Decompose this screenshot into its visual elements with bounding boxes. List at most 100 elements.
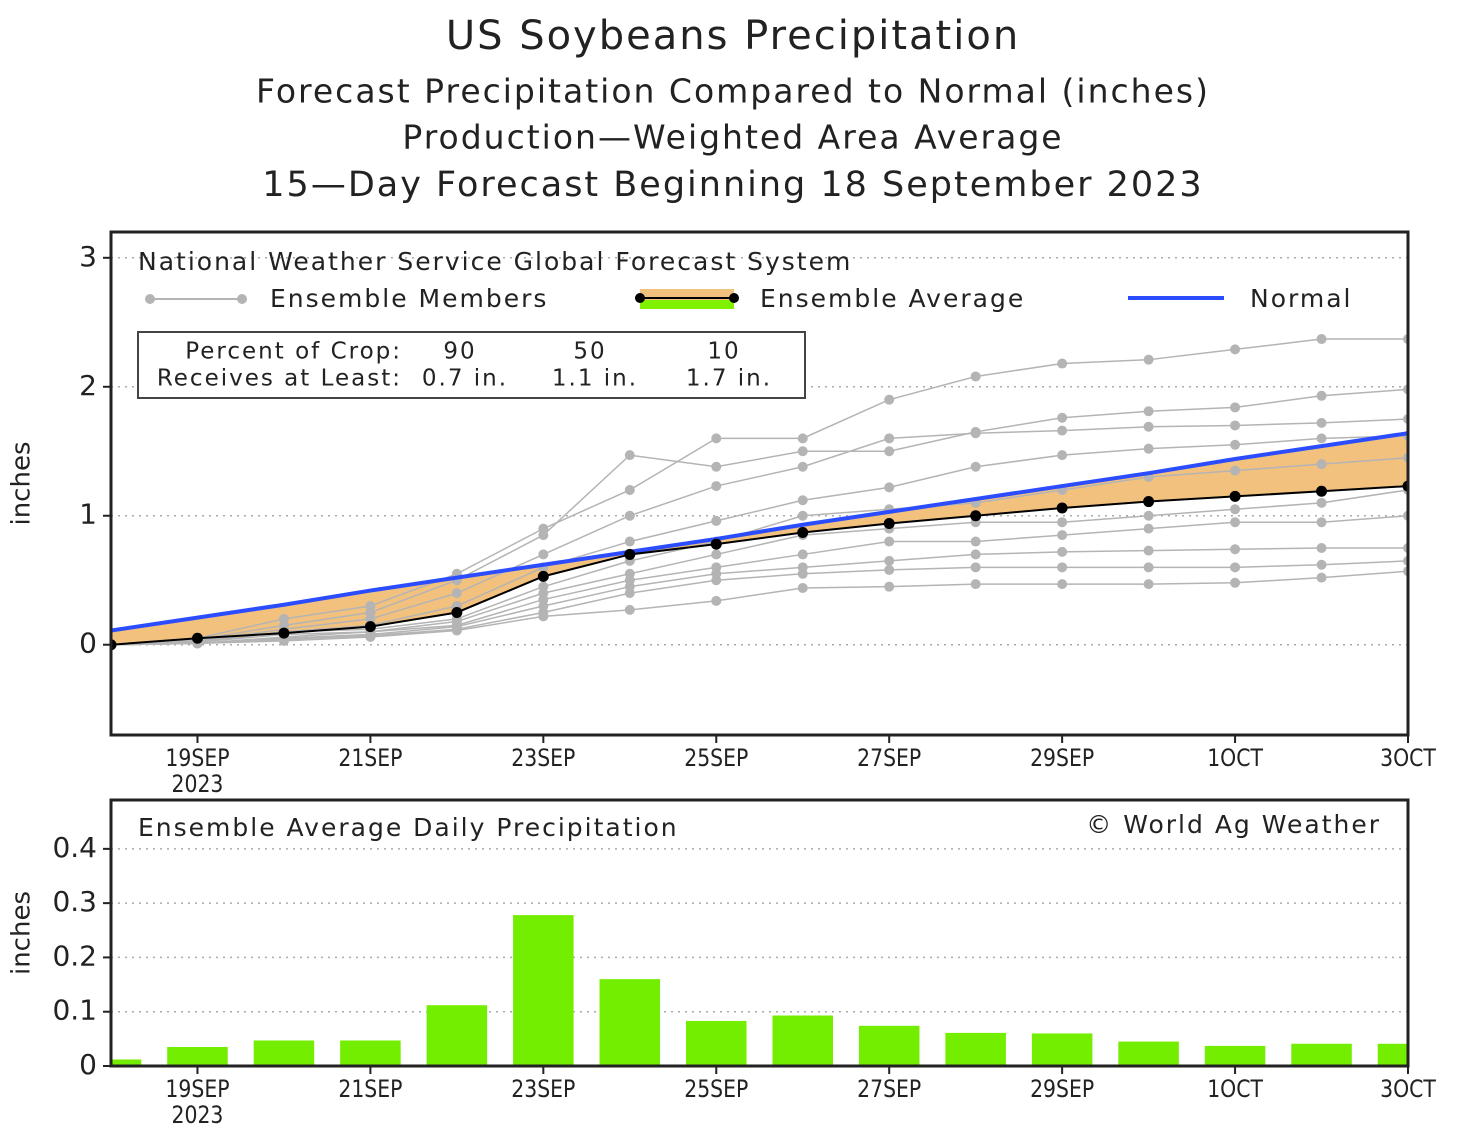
- average-point: [1229, 490, 1241, 502]
- member-point: [797, 446, 808, 457]
- member-line: [111, 418, 1408, 646]
- member-point: [1230, 420, 1241, 431]
- member-point: [797, 461, 808, 472]
- member-point: [711, 549, 722, 560]
- average-point: [710, 538, 722, 550]
- bar: [1204, 1045, 1266, 1066]
- member-point: [1057, 450, 1068, 461]
- legend-label: Ensemble Average: [760, 284, 1025, 313]
- member-point: [538, 611, 549, 622]
- y-tick-label: 0: [79, 627, 97, 660]
- x-tick-label: 23SEP: [511, 744, 575, 772]
- crop-table-cell: 90: [443, 339, 476, 365]
- member-point: [624, 450, 635, 461]
- member-point: [1143, 421, 1154, 432]
- member-point: [884, 564, 895, 575]
- member-point: [1316, 433, 1327, 444]
- x-year-label: 2023: [172, 770, 224, 798]
- member-point: [797, 510, 808, 521]
- chart-subtitle: Forecast Precipitation Compared to Norma…: [256, 72, 1210, 111]
- member-point: [1143, 354, 1154, 365]
- member-point: [711, 575, 722, 586]
- member-point: [365, 631, 376, 642]
- y-tick-label: 0: [79, 1048, 97, 1081]
- average-point: [1056, 502, 1068, 514]
- plot-border: [109, 230, 1410, 737]
- x-tick-label: 1OCT: [1207, 1075, 1263, 1103]
- member-point: [797, 568, 808, 579]
- member-point: [1316, 542, 1327, 553]
- bar: [772, 1015, 833, 1066]
- member-point: [711, 595, 722, 606]
- crop-table-cell: 1.1 in.: [552, 366, 638, 392]
- y-axis-label: inches: [7, 441, 37, 525]
- crop-table-box: [137, 331, 806, 399]
- legend-swatch: [237, 294, 247, 304]
- source-label: National Weather Service Global Forecast…: [138, 247, 852, 276]
- member-point: [884, 555, 895, 566]
- average-point: [624, 548, 636, 560]
- x-year-label: 2023: [172, 1101, 224, 1129]
- member-point: [1316, 517, 1327, 528]
- x-tick-label: 3OCT: [1380, 744, 1436, 772]
- plot-data: [111, 334, 1408, 651]
- member-point: [1143, 406, 1154, 417]
- member-point: [884, 433, 895, 444]
- x-tick-label: 19SEP: [165, 744, 229, 772]
- member-point: [1057, 425, 1068, 436]
- member-point: [538, 530, 549, 541]
- member-point: [1230, 402, 1241, 413]
- member-point: [1316, 497, 1327, 508]
- member-point: [1230, 562, 1241, 573]
- member-point: [624, 604, 635, 615]
- member-point: [711, 433, 722, 444]
- member-point: [1057, 546, 1068, 557]
- member-point: [970, 549, 981, 560]
- x-tick-label: 25SEP: [684, 744, 748, 772]
- member-point: [451, 588, 462, 599]
- plot-border: [109, 798, 1410, 1068]
- member-point: [884, 581, 895, 592]
- member-point: [711, 481, 722, 492]
- bar: [1291, 1043, 1352, 1066]
- average-point: [191, 632, 203, 644]
- credit: © World Ag Weather: [1086, 810, 1381, 839]
- bar: [340, 1040, 401, 1066]
- bar: [513, 915, 574, 1066]
- y-tick-label: 0.1: [52, 994, 97, 1027]
- member-line: [111, 338, 1408, 646]
- bar: [426, 1005, 488, 1066]
- crop-table-header: Receives at Least:: [157, 366, 402, 392]
- member-point: [884, 536, 895, 547]
- member-point: [1230, 465, 1241, 476]
- member-point: [1230, 504, 1241, 515]
- y-tick-label: 1: [79, 498, 97, 531]
- member-line: [111, 435, 1408, 646]
- panel-title: Ensemble Average Daily Precipitation: [138, 813, 679, 842]
- member-point: [711, 515, 722, 526]
- member-point: [884, 482, 895, 493]
- member-line: [111, 570, 1408, 646]
- member-point: [1057, 412, 1068, 423]
- member-point: [970, 562, 981, 573]
- member-point: [1316, 559, 1327, 570]
- legend-swatch: [640, 300, 734, 309]
- member-point: [1057, 530, 1068, 541]
- legend-swatch: [635, 293, 645, 303]
- normal-line: [111, 431, 1408, 633]
- x-tick-label: 27SEP: [857, 1075, 921, 1103]
- member-line: [111, 388, 1408, 646]
- average-point: [451, 606, 463, 618]
- x-tick-label: 27SEP: [857, 744, 921, 772]
- member-point: [797, 495, 808, 506]
- bar: [253, 1040, 315, 1066]
- crop-table-cell: 50: [573, 339, 606, 365]
- x-tick-label: 3OCT: [1380, 1075, 1436, 1103]
- member-point: [1316, 390, 1327, 401]
- bar: [945, 1032, 1006, 1066]
- member-point: [884, 446, 895, 457]
- member-line: [111, 514, 1408, 646]
- member-point: [1143, 443, 1154, 454]
- bar: [167, 1047, 228, 1066]
- bar: [1377, 1043, 1408, 1066]
